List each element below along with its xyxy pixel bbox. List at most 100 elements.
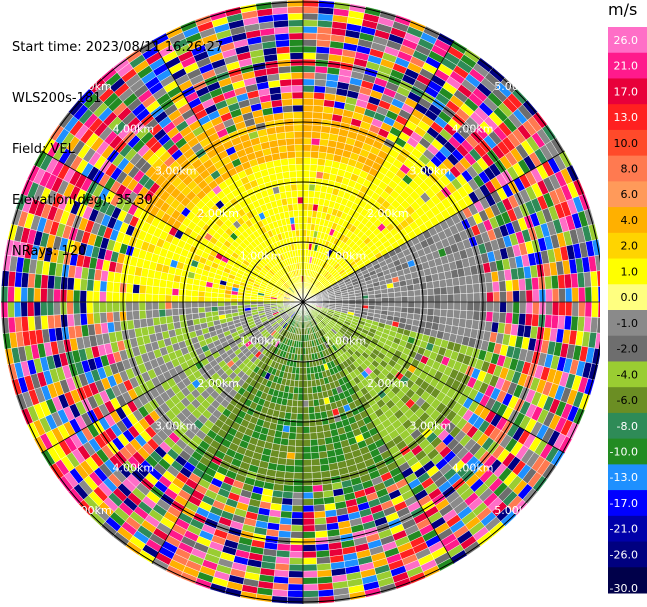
radar-gate (191, 307, 199, 314)
radar-gate (438, 316, 447, 325)
radar-gate (571, 301, 579, 317)
radar-gate (281, 431, 290, 440)
radar-gate (314, 517, 327, 526)
radar-gate (159, 279, 168, 288)
radar-gate (302, 367, 307, 375)
radar-gate (287, 590, 304, 598)
radar-gate (486, 301, 494, 313)
radar-gate (217, 297, 225, 303)
radar-gate (291, 406, 298, 414)
radar-gate (400, 306, 409, 314)
radar-gate (387, 287, 395, 294)
radar-gate (165, 315, 174, 324)
radar-gate (302, 26, 318, 34)
radar-gate (348, 299, 356, 303)
radar-gate (151, 285, 160, 295)
radar-gate (314, 412, 322, 420)
radar-gate (125, 310, 134, 321)
radar-gate (452, 285, 461, 295)
radar-gate (79, 278, 88, 291)
radar-gate (20, 287, 28, 303)
radar-gate (451, 277, 460, 287)
radar-gate (302, 354, 307, 362)
radar-gate (313, 85, 326, 94)
radar-gate (20, 301, 28, 317)
radar-gate (381, 292, 389, 299)
radar-gate (381, 297, 389, 303)
radar-gate (302, 550, 317, 559)
radar-gate (282, 491, 294, 499)
radar-gate (452, 309, 461, 319)
radar-gate (288, 577, 304, 585)
radar-gate (302, 505, 315, 513)
radar-gate (302, 577, 318, 585)
radar-gate (289, 419, 298, 427)
radar-gate (306, 380, 313, 388)
radar-gate (302, 400, 309, 408)
radar-gate (414, 295, 422, 303)
radar-gate (290, 412, 298, 421)
radar-gate (185, 313, 193, 321)
radar-gate (505, 279, 514, 292)
radar-gate (584, 301, 593, 318)
radar-gate (414, 301, 422, 309)
radar-gate (532, 301, 540, 315)
radar-gate (492, 281, 500, 293)
radar-gate (313, 510, 326, 519)
radar-gate (145, 301, 153, 311)
radar-gate (557, 274, 566, 289)
radar-gate (314, 530, 328, 539)
radar-gate (293, 472, 304, 480)
radar-gate (524, 313, 533, 327)
radar-gate (445, 278, 454, 288)
radar-gate (302, 491, 314, 500)
radar-gate (302, 373, 308, 381)
radar-gate (374, 301, 382, 307)
radar-gate (302, 91, 315, 99)
radar-gate (532, 289, 540, 303)
radar-gate (506, 301, 514, 314)
radar-gate (125, 301, 133, 312)
radar-gate (302, 216, 308, 224)
radar-gate (230, 305, 238, 310)
radar-gate (7, 286, 15, 303)
radar-gate (446, 285, 455, 295)
radar-gate (1, 317, 10, 334)
radar-gate (524, 277, 533, 291)
radar-gate (302, 131, 313, 139)
radar-gate (146, 277, 155, 287)
radar-gate (243, 301, 251, 306)
radar-gate (276, 549, 291, 558)
radar-gate (204, 301, 212, 308)
radar-gate (0, 285, 9, 303)
radar-gate (466, 283, 474, 294)
radar-gate (178, 301, 186, 309)
radar-gate (302, 0, 320, 8)
radar-gate (302, 590, 319, 598)
radar-gate (473, 301, 481, 312)
radar-gate (66, 289, 74, 303)
radar-gate (310, 157, 319, 166)
radar-gate (302, 380, 308, 388)
radar-gate (164, 294, 173, 303)
radar-gate (310, 144, 320, 153)
radar-gate (99, 301, 107, 313)
radar-gate (302, 6, 319, 14)
radar-gate (311, 458, 321, 467)
radar-gate (419, 314, 428, 322)
radar-gate (531, 277, 540, 291)
radar-gate (73, 301, 81, 315)
radar-gate (230, 298, 238, 303)
radar-gate (281, 497, 293, 506)
radar-gate (296, 413, 304, 421)
radar-gate (313, 504, 326, 513)
radar-gate (204, 291, 212, 298)
radar-gate (293, 465, 304, 473)
radar-gate (485, 311, 494, 323)
radar-gate (466, 292, 474, 303)
radar-gate (224, 305, 232, 311)
radar-gate (217, 305, 225, 312)
radar-gate (355, 298, 363, 303)
radar-gate (420, 295, 428, 303)
radar-gate (302, 45, 317, 54)
